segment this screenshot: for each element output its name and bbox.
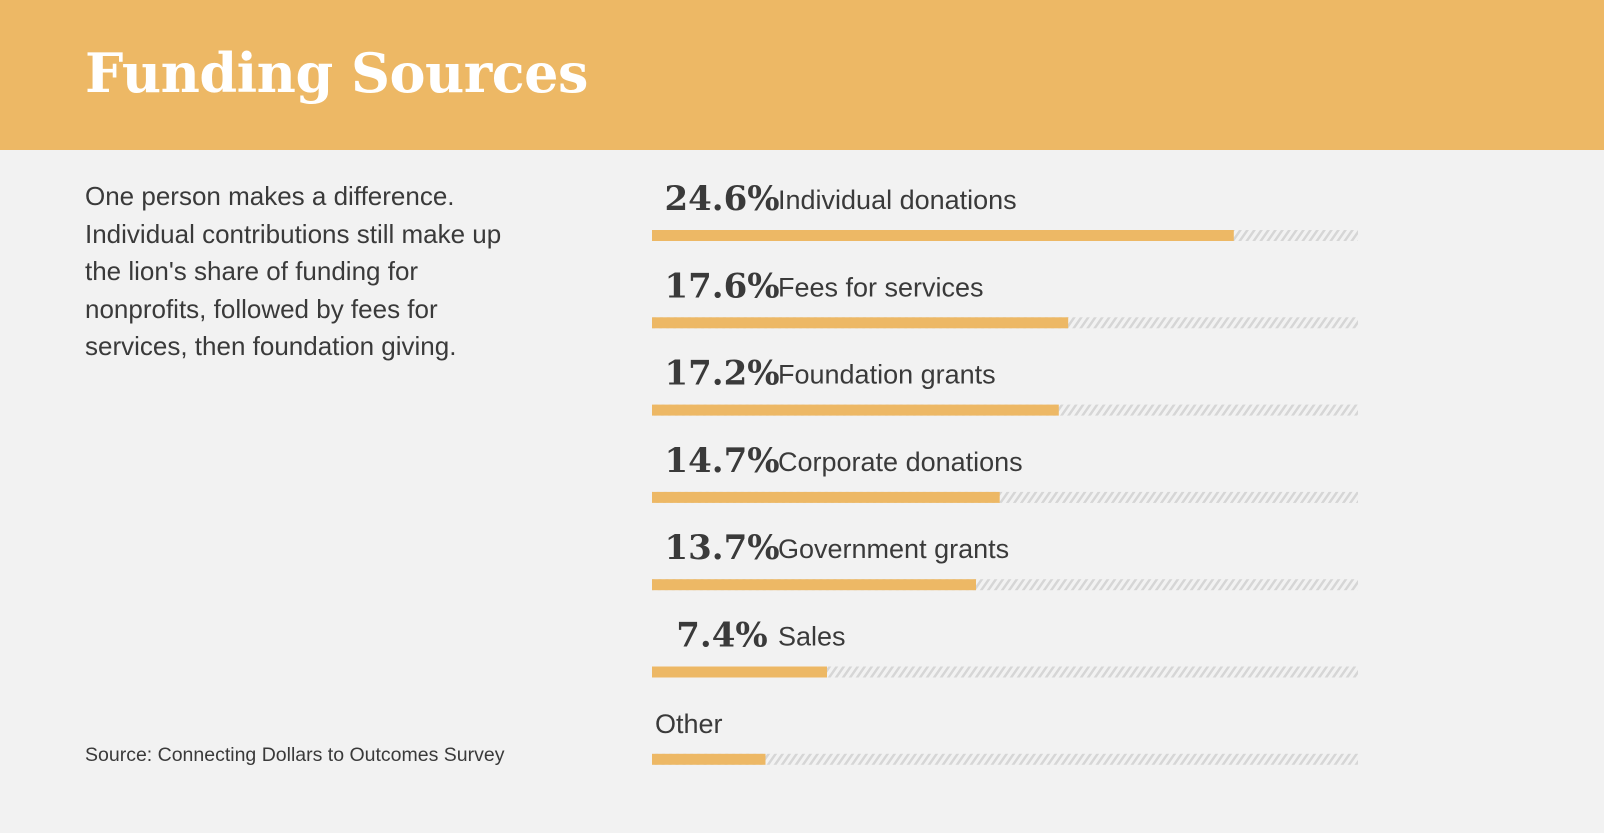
- bar-category-label: Government grants: [778, 534, 1009, 564]
- bar: [652, 404, 1059, 416]
- bar-group: 14.7%Corporate donations: [652, 441, 1358, 503]
- bar-category-label: Other: [655, 709, 723, 739]
- source-note: Source: Connecting Dollars to Outcomes S…: [85, 744, 505, 766]
- bar-category-label: Corporate donations: [778, 447, 1023, 477]
- bar-group: 17.6%Fees for services: [652, 266, 1358, 329]
- header-banner: Funding Sources: [0, 0, 1604, 150]
- bar-value-label: 7.4%: [676, 616, 767, 656]
- bar-group: Other: [652, 709, 1358, 765]
- bar-value-label: 14.7%: [664, 441, 779, 481]
- bar-track: [652, 579, 1358, 591]
- bar-track: [652, 753, 1358, 765]
- bar-group: 7.4% Sales: [652, 616, 1358, 678]
- bar-track: [652, 491, 1358, 503]
- bar: [652, 666, 827, 678]
- bar-group: 24.6%Individual donations: [652, 179, 1358, 241]
- bar: [652, 491, 1000, 503]
- bar-category-label: Foundation grants: [778, 360, 996, 390]
- bar-group: 17.2%Foundation grants: [652, 354, 1358, 416]
- bar: [652, 230, 1234, 241]
- bar-track: [652, 666, 1358, 678]
- bar: [652, 579, 976, 591]
- bar-group: 13.7%Government grants: [652, 528, 1358, 591]
- bar-category-label: Individual donations: [778, 185, 1017, 215]
- bar-value-label: 17.6%: [664, 266, 779, 306]
- bar-category-label: Sales: [778, 622, 846, 652]
- bar-category-label: Fees for services: [778, 272, 984, 302]
- bar-value-label: 17.2%: [664, 354, 779, 394]
- bar: [652, 317, 1069, 329]
- description-text: One person makes a difference. Individua…: [85, 181, 502, 361]
- bar-value-label: 24.6%: [664, 179, 779, 219]
- bar: [652, 753, 766, 765]
- page-title: Funding Sources: [85, 41, 588, 105]
- bar-value-label: 13.7%: [664, 528, 779, 568]
